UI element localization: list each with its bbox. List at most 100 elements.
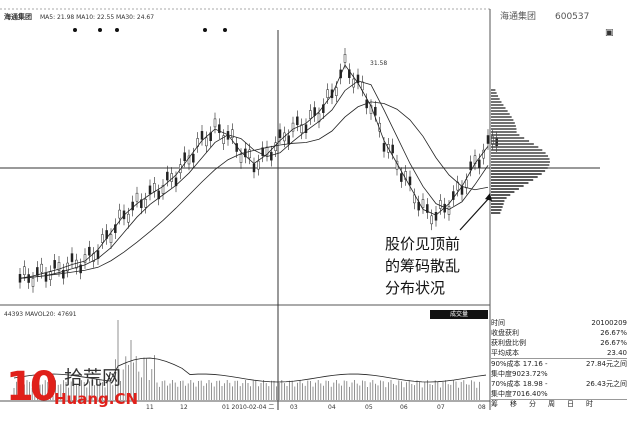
candle xyxy=(27,274,30,283)
candle xyxy=(430,215,433,225)
candle xyxy=(187,155,191,165)
info-label: 平均成本 xyxy=(491,349,519,357)
x-tick-label: 01 2010-02-04 二 xyxy=(222,404,275,411)
logo-en: Huang.CN xyxy=(54,390,139,408)
x-tick-label: 12 xyxy=(180,404,188,411)
event-marker xyxy=(98,28,102,32)
candle xyxy=(252,163,256,173)
print-icon[interactable]: ▣ xyxy=(605,28,614,38)
cost90-label: 90%成本 17.16 - xyxy=(491,360,548,368)
candle xyxy=(70,253,74,262)
candle xyxy=(486,135,490,144)
cost70-label: 70%成本 18.98 - xyxy=(491,380,548,388)
panel-tab[interactable]: 时 xyxy=(586,400,593,408)
candle xyxy=(40,263,43,273)
info-value: 26.67% xyxy=(600,339,627,347)
candle xyxy=(66,262,69,272)
panel-tab[interactable]: 分 xyxy=(529,400,536,408)
annotation-line: 股价见顶前 xyxy=(385,235,461,253)
candle xyxy=(447,206,451,215)
peak-price-label: 31.58 xyxy=(370,60,388,67)
candle xyxy=(36,267,39,276)
candle xyxy=(53,260,56,269)
ma30-line xyxy=(19,101,489,279)
candle xyxy=(114,224,117,233)
volume-label: 44393 MAVOL20: 47691 xyxy=(4,311,77,318)
candle xyxy=(166,171,169,181)
event-marker xyxy=(223,28,227,32)
candle xyxy=(278,129,282,138)
candle xyxy=(183,152,186,162)
event-marker xyxy=(73,28,77,32)
candle xyxy=(270,151,273,161)
x-tick-label: 04 xyxy=(328,404,336,411)
info-label: 时间 xyxy=(491,319,505,327)
candle xyxy=(135,192,139,202)
x-tick-label: 08 xyxy=(478,404,486,411)
candle xyxy=(257,160,260,170)
logo-number: 10 xyxy=(6,364,58,410)
x-tick-label: 06 xyxy=(400,404,408,411)
candle xyxy=(192,153,195,163)
candle xyxy=(322,104,325,113)
candle xyxy=(287,135,290,144)
candle xyxy=(296,116,299,126)
candle xyxy=(144,198,147,208)
candle xyxy=(456,181,459,191)
candle xyxy=(408,176,412,186)
info-row: 时间 20100209 xyxy=(491,318,627,328)
candle xyxy=(161,185,165,194)
candle xyxy=(101,234,104,243)
candle xyxy=(300,124,303,134)
event-marker xyxy=(115,28,119,32)
candle xyxy=(343,54,347,63)
candle xyxy=(313,107,316,116)
candle xyxy=(31,278,35,287)
candle xyxy=(57,262,61,271)
cost70-end: 26.43元之间 xyxy=(585,380,627,388)
candle xyxy=(79,264,82,274)
info-value: 23.40 xyxy=(606,349,627,357)
panel-tab[interactable]: 周 xyxy=(548,400,555,408)
candle xyxy=(361,81,364,91)
candle xyxy=(352,78,355,88)
info-row: 收盘获利 26.67% xyxy=(491,328,627,338)
conc90: 集中度9023.72% xyxy=(491,370,548,378)
candle xyxy=(374,106,377,116)
candle xyxy=(205,137,208,147)
candle xyxy=(326,89,329,98)
candle xyxy=(348,69,351,78)
candle xyxy=(49,271,52,280)
candle xyxy=(482,149,485,159)
volume-button[interactable]: 成交量 xyxy=(430,310,488,319)
mavol-line xyxy=(13,357,487,383)
candle xyxy=(75,259,78,269)
candle xyxy=(44,273,48,282)
panel-tab[interactable]: 日 xyxy=(567,400,574,408)
candle xyxy=(400,173,403,182)
info-value: 26.67% xyxy=(600,329,627,337)
logo-cn: 拾荒网 xyxy=(64,367,122,389)
candle xyxy=(83,254,87,263)
info-value: 20100209 xyxy=(591,319,627,327)
chip-info-panel: 时间 20100209 收盘获利 26.67% 获利盘比例 26.67% 平均成本 23.40… xyxy=(491,318,627,409)
right-stock-name: 海通集团 xyxy=(500,12,537,22)
arrow-head xyxy=(485,193,492,201)
panel-tab[interactable]: 筹 xyxy=(491,400,498,408)
cost90-end: 27.84元之间 xyxy=(585,360,627,368)
candle xyxy=(170,173,173,182)
candle xyxy=(421,199,425,208)
candle xyxy=(88,246,91,256)
candle xyxy=(222,135,225,144)
right-stock-code: 600537 xyxy=(555,12,590,22)
candle xyxy=(335,87,338,96)
candle xyxy=(452,191,455,200)
candle xyxy=(23,266,26,275)
candle xyxy=(148,185,152,195)
x-tick-label: 03 xyxy=(290,404,298,411)
conc70: 集中度7016.40% xyxy=(491,390,548,398)
candle xyxy=(174,177,178,187)
candle xyxy=(426,204,429,213)
panel-tab[interactable]: 移 xyxy=(510,400,517,408)
